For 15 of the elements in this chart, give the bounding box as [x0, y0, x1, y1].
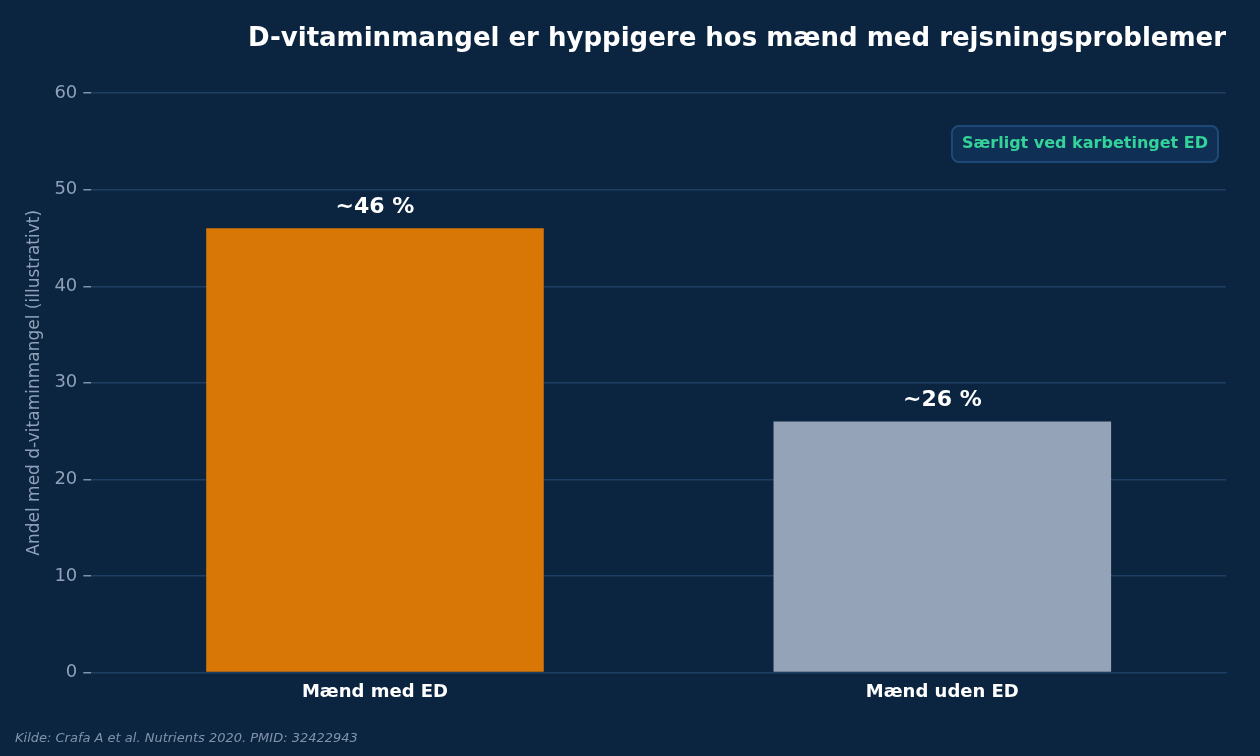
data-label: ~26 %	[902, 386, 982, 412]
y-tick-label: 40	[54, 273, 78, 295]
y-tick-label: 0	[65, 660, 78, 682]
x-tick-label: Mænd uden ED	[865, 679, 1019, 701]
y-tick-label: 50	[54, 177, 78, 199]
data-label: ~46 %	[335, 193, 415, 219]
y-tick-label: 30	[54, 370, 78, 392]
y-axis-title: Andel med d-vitaminmangel (illustrativt)	[22, 209, 43, 556]
chart-title: D-vitaminmangel er hyppigere hos mænd med rejsningsproblemer	[247, 22, 1227, 53]
y-tick-label: 20	[54, 467, 78, 489]
x-tick-label: Mænd med ED	[301, 679, 449, 701]
annotation: Særligt ved karbetinget ED	[961, 133, 1208, 153]
text: Kilde: Crafa A et al. Nutrients 2020. PMID: 32422943	[15, 730, 358, 746]
y-tick-label: 10	[54, 563, 78, 585]
y-tick-label: 60	[54, 80, 78, 102]
